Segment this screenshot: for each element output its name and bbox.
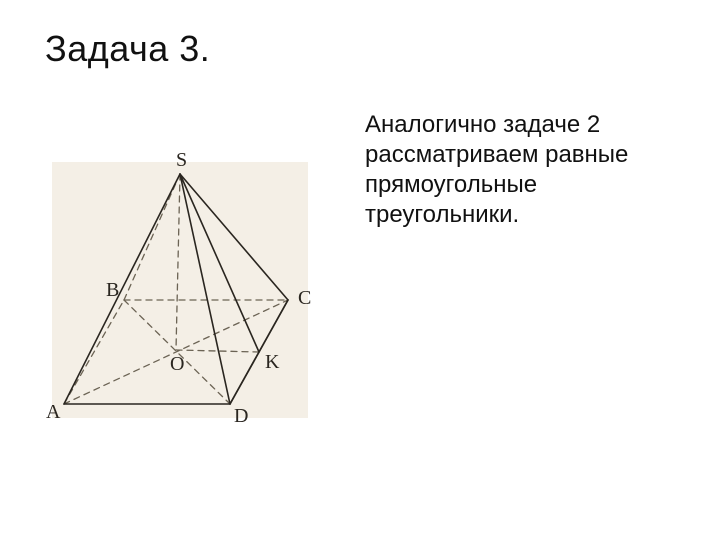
vertex-label-O: O <box>170 353 184 375</box>
slide: Задача 3. S A D C B O K Аналогично задаче 2 ра… <box>0 0 720 540</box>
vertex-label-B: B <box>106 279 119 301</box>
vertex-label-C: C <box>298 287 311 309</box>
vertex-label-A: A <box>46 401 61 423</box>
vertex-label-D: D <box>234 405 248 427</box>
explanation-text: Аналогично задаче 2 рассматриваем равные… <box>365 110 675 230</box>
pyramid-svg: S A D C B O K <box>40 150 320 430</box>
vertex-label-S: S <box>176 150 187 171</box>
vertex-label-K: K <box>265 351 280 373</box>
pyramid-figure: S A D C B O K <box>40 150 320 430</box>
slide-title: Задача 3. <box>45 28 210 70</box>
